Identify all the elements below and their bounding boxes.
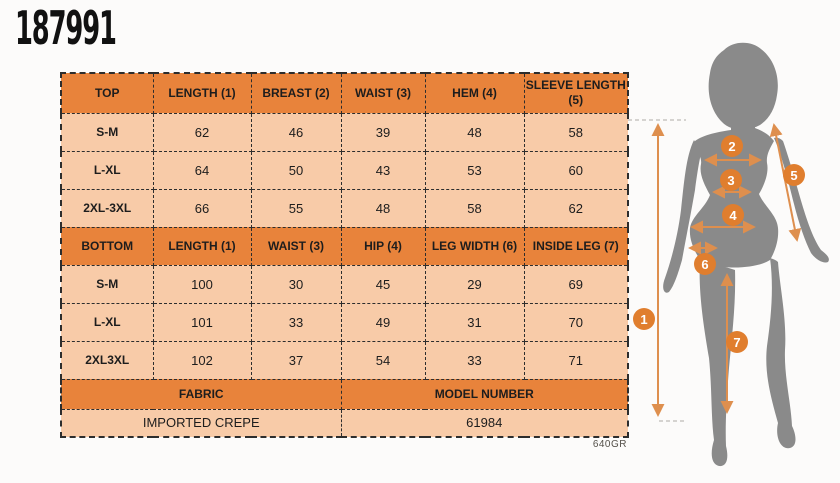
value-cell: 33 [250,302,342,342]
value-cell: 69 [523,264,629,304]
value-cell: 48 [340,188,426,228]
value-cell: 70 [523,302,629,342]
value-cell: 33 [424,340,525,380]
header-cell-leg-width: LEG WIDTH (6) [424,226,525,266]
header-cell-bottom: BOTTOM [60,226,154,266]
female-silhouette-diagram: 1 2 3 4 5 6 7 [628,42,829,467]
value-cell: 43 [340,150,426,190]
header-cell-waist: WAIST (3) [340,72,426,114]
value-cell: 66 [152,188,252,228]
value-cell: 30 [250,264,342,304]
marker-2-label: 2 [728,139,735,154]
size-cell: L-XL [60,302,154,342]
marker-4-label: 4 [729,208,737,223]
header-cell-length: LENGTH (1) [152,226,252,266]
value-cell: 58 [523,112,629,152]
header-cell-sleeve-length: SLEEVE LENGTH (5) [523,72,629,114]
marker-5-label: 5 [790,168,797,183]
value-cell: 39 [340,112,426,152]
table-row: 2XL-3XL 66 55 48 58 62 [60,188,629,228]
marker-6-label: 6 [701,257,708,272]
info-value-row: IMPORTED CREPE 61984 [60,408,629,438]
value-cell: 58 [424,188,525,228]
value-cell: 45 [340,264,426,304]
marker-7-label: 7 [733,335,740,350]
value-cell: 55 [250,188,342,228]
table-row: S-M 62 46 39 48 58 [60,112,629,152]
header-cell-length: LENGTH (1) [152,72,252,114]
header-cell-breast: BREAST (2) [250,72,342,114]
size-cell: S-M [60,264,154,304]
size-cell: S-M [60,112,154,152]
marker-3-label: 3 [727,173,734,188]
measurement-figure: 1 2 3 4 5 6 7 [628,38,840,478]
marker-4: 4 [722,204,744,226]
header-cell-waist: WAIST (3) [250,226,342,266]
value-cell: 101 [152,302,252,342]
sleeve-length-arrow [769,123,802,242]
value-cell: 29 [424,264,525,304]
table-row: S-M 100 30 45 29 69 [60,264,629,304]
value-cell: 48 [424,112,525,152]
bottom-header-row: BOTTOM LENGTH (1) WAIST (3) HIP (4) LEG … [60,226,629,266]
value-cell: 54 [340,340,426,380]
header-cell-top: TOP [60,72,154,114]
value-cell: 50 [250,150,342,190]
size-cell: L-XL [60,150,154,190]
header-cell-inside-leg: INSIDE LEG (7) [523,226,629,266]
fabric-label-cell: FABRIC [60,378,342,410]
size-cell: 2XL3XL [60,340,154,380]
header-cell-hip: HIP (4) [340,226,426,266]
fabric-value-cell: IMPORTED CREPE [60,408,342,438]
marker-2: 2 [721,135,743,157]
value-cell: 37 [250,340,342,380]
header-cell-hem: HEM (4) [424,72,525,114]
value-cell: 46 [250,112,342,152]
model-number-label-cell: MODEL NUMBER [340,378,629,410]
weight-footnote: 640GR [592,439,627,450]
product-code-title: 187991 [15,1,117,55]
value-cell: 31 [424,302,525,342]
value-cell: 60 [523,150,629,190]
table-row: L-XL 101 33 49 31 70 [60,302,629,342]
marker-5: 5 [783,164,805,186]
info-header-row: FABRIC MODEL NUMBER [60,378,629,410]
top-header-row: TOP LENGTH (1) BREAST (2) WAIST (3) HEM … [60,72,629,114]
marker-7: 7 [726,331,748,353]
female-silhouette [663,42,829,467]
value-cell: 62 [152,112,252,152]
value-cell: 71 [523,340,629,380]
marker-3: 3 [720,169,742,191]
value-cell: 102 [152,340,252,380]
value-cell: 100 [152,264,252,304]
value-cell: 62 [523,188,629,228]
size-cell: 2XL-3XL [60,188,154,228]
value-cell: 64 [152,150,252,190]
value-cell: 53 [424,150,525,190]
model-number-value-cell: 61984 [340,408,629,438]
size-chart-table: TOP LENGTH (1) BREAST (2) WAIST (3) HEM … [60,72,629,438]
marker-1: 1 [633,308,655,330]
marker-6: 6 [694,253,716,275]
table-row: L-XL 64 50 43 53 60 [60,150,629,190]
value-cell: 49 [340,302,426,342]
table-row: 2XL3XL 102 37 54 33 71 [60,340,629,380]
marker-1-label: 1 [640,312,647,327]
